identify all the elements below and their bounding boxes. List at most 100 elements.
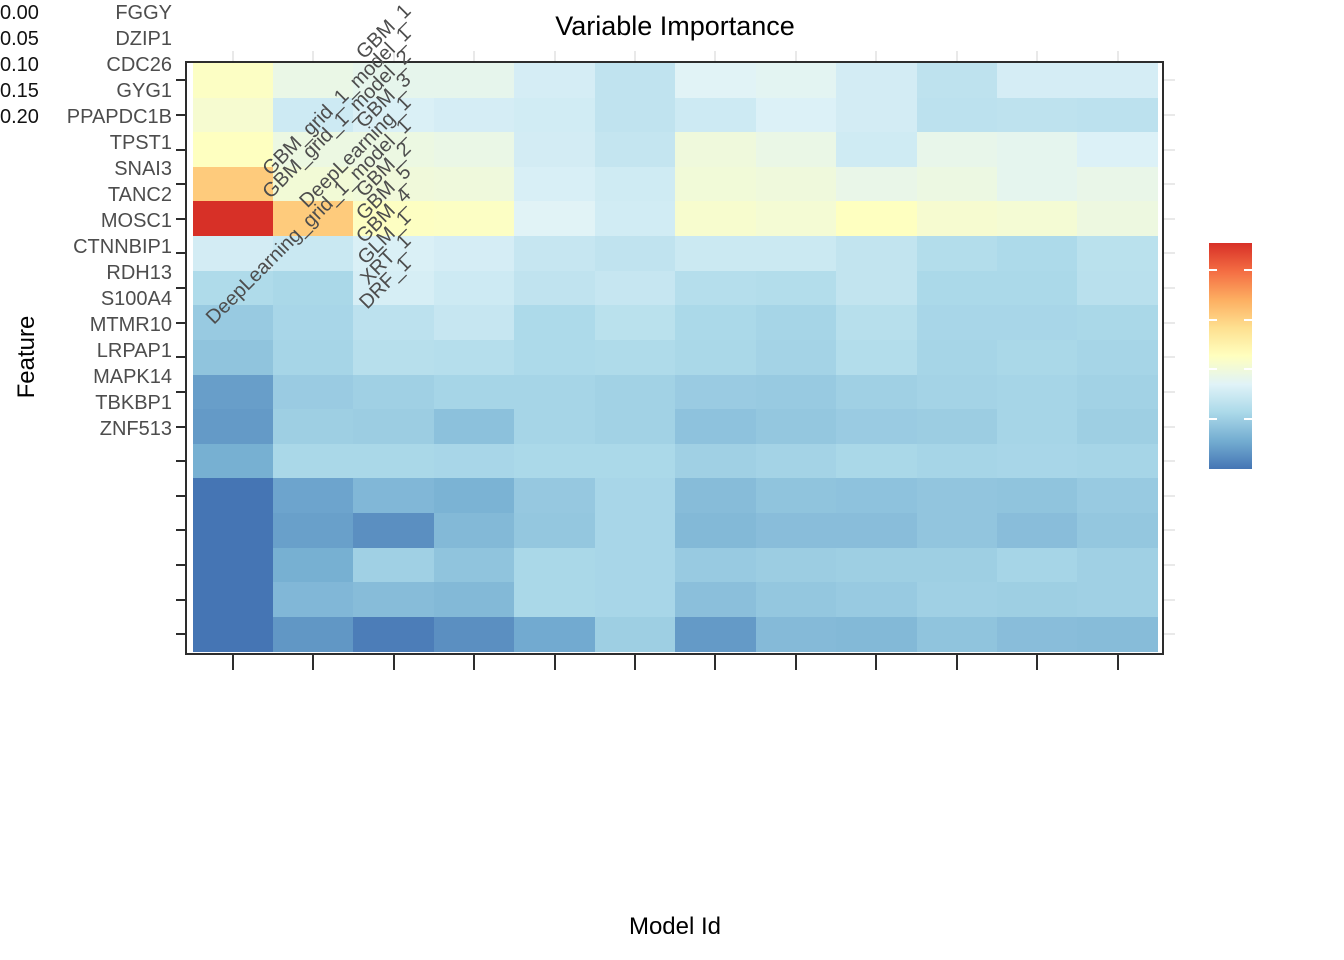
x-axis-title: Model Id: [628, 913, 722, 940]
heatmap-cell: [353, 166, 435, 202]
heatmap-cell: [755, 166, 837, 202]
heatmap-cell: [916, 132, 998, 168]
heatmap-cell: [514, 201, 596, 237]
y-axis-tick-right: [1164, 356, 1175, 359]
heatmap-cell: [594, 443, 676, 479]
heatmap-cell: [836, 63, 918, 99]
heatmap-cell: [836, 443, 918, 479]
y-axis-tick-right: [1164, 321, 1175, 324]
heatmap-cell: [916, 166, 998, 202]
heatmap-cell: [997, 305, 1078, 341]
heatmap-cell: [272, 270, 354, 306]
heatmap-cell: [916, 305, 998, 341]
heatmap-cell: [192, 547, 274, 583]
heatmap-cell: [1077, 374, 1159, 410]
y-axis-tick: [176, 113, 185, 116]
heatmap-cell: [192, 97, 274, 133]
heatmap-cell: [675, 63, 757, 99]
heatmap-cell: [836, 236, 918, 272]
heatmap-cell: [272, 132, 354, 168]
heatmap-cell: [836, 132, 918, 168]
heatmap-cell: [594, 582, 676, 618]
y-axis-tick: [176, 494, 185, 497]
heatmap-cell: [997, 374, 1078, 410]
heatmap-cell: [755, 443, 837, 479]
heatmap-cell: [192, 513, 274, 549]
heatmap-cell: [1077, 236, 1159, 272]
heatmap-cell: [836, 270, 918, 306]
heatmap-cell: [675, 201, 757, 237]
heatmap-cell: [353, 339, 435, 376]
heatmap-cell: [514, 270, 596, 306]
y-axis-tick: [176, 217, 185, 220]
heatmap-cell: [594, 409, 676, 445]
y-axis-tick-right: [1164, 252, 1175, 255]
heatmap-cell: [433, 582, 515, 618]
x-axis-tick: [1036, 655, 1039, 670]
y-axis-tick-right: [1164, 494, 1175, 497]
y-axis-tick: [176, 425, 185, 428]
heatmap-cell: [514, 97, 596, 133]
heatmap-cell: [433, 166, 515, 202]
plot-panel: [185, 61, 1164, 655]
heatmap-cell: [836, 97, 918, 133]
heatmap-cell: [594, 305, 676, 341]
colorbar-tick-label: 0.20: [0, 106, 39, 128]
x-axis-tick-top: [714, 51, 717, 61]
x-axis-tick-top: [875, 51, 878, 61]
heatmap-cell: [514, 63, 596, 99]
heatmap-cell: [1077, 97, 1159, 133]
heatmap-cell: [272, 63, 354, 99]
heatmap-cell: [594, 513, 676, 549]
heatmap-cell: [916, 443, 998, 479]
heatmap-cell: [675, 582, 757, 618]
heatmap-cell: [272, 547, 354, 583]
y-axis-tick-right: [1164, 460, 1175, 463]
heatmap-cell: [836, 582, 918, 618]
heatmap-cell: [514, 582, 596, 618]
y-axis-title: Feature: [13, 315, 40, 399]
heatmap-cell: [916, 582, 998, 618]
heatmap-cell: [675, 166, 757, 202]
heatmap-cell: [192, 63, 274, 99]
heatmap-cell: [514, 478, 596, 514]
colorbar-notch: [1244, 418, 1252, 421]
colorbar-tick-labels: 0.00 0.05 0.10 0.15 0.20: [0, 0, 39, 130]
y-tick-label: PPAPDC1B: [66, 106, 172, 128]
y-tick-label: CTNNBIP1: [73, 236, 172, 258]
colorbar-notch: [1244, 268, 1252, 271]
heatmap-cell: [755, 236, 837, 272]
y-axis-tick-right: [1164, 563, 1175, 566]
heatmap-cell: [675, 513, 757, 549]
heatmap-cell: [514, 305, 596, 341]
heatmap-cell: [594, 374, 676, 410]
heatmap-cell: [353, 616, 435, 653]
heatmap-cell: [433, 305, 515, 341]
heatmap-cell: [1077, 339, 1159, 376]
heatmap-cell: [997, 513, 1078, 549]
x-axis-tick-labels: GBM_1 GBM_grid_1_model_1 GBM_grid_1_model_…: [0, 0, 416, 329]
heatmap-cell: [433, 97, 515, 133]
x-axis-tick: [875, 655, 878, 670]
colorbar-notch: [1209, 268, 1217, 271]
colorbar-notch: [1209, 418, 1217, 421]
heatmap-cell: [916, 339, 998, 376]
heatmap-cell: [433, 547, 515, 583]
x-axis-tick: [794, 655, 797, 670]
heatmap-cell: [514, 166, 596, 202]
y-axis-tick: [176, 633, 185, 636]
x-axis-tick: [955, 655, 958, 670]
heatmap-cell: [997, 63, 1078, 99]
heatmap-cell: [755, 547, 837, 583]
heatmap-cell: [594, 236, 676, 272]
y-axis-tick-right: [1164, 425, 1175, 428]
y-tick-label: MTMR10: [89, 314, 172, 336]
colorbar-tick-label: 0.00: [0, 2, 39, 24]
y-tick-label: LRPAP1: [96, 340, 172, 362]
heatmap-cell: [272, 582, 354, 618]
heatmap-cell: [755, 478, 837, 514]
heatmap-cell: [272, 166, 354, 202]
heatmap-cell: [1077, 305, 1159, 341]
heatmap-cell: [594, 339, 676, 376]
y-tick-label: TPST1: [109, 132, 172, 154]
